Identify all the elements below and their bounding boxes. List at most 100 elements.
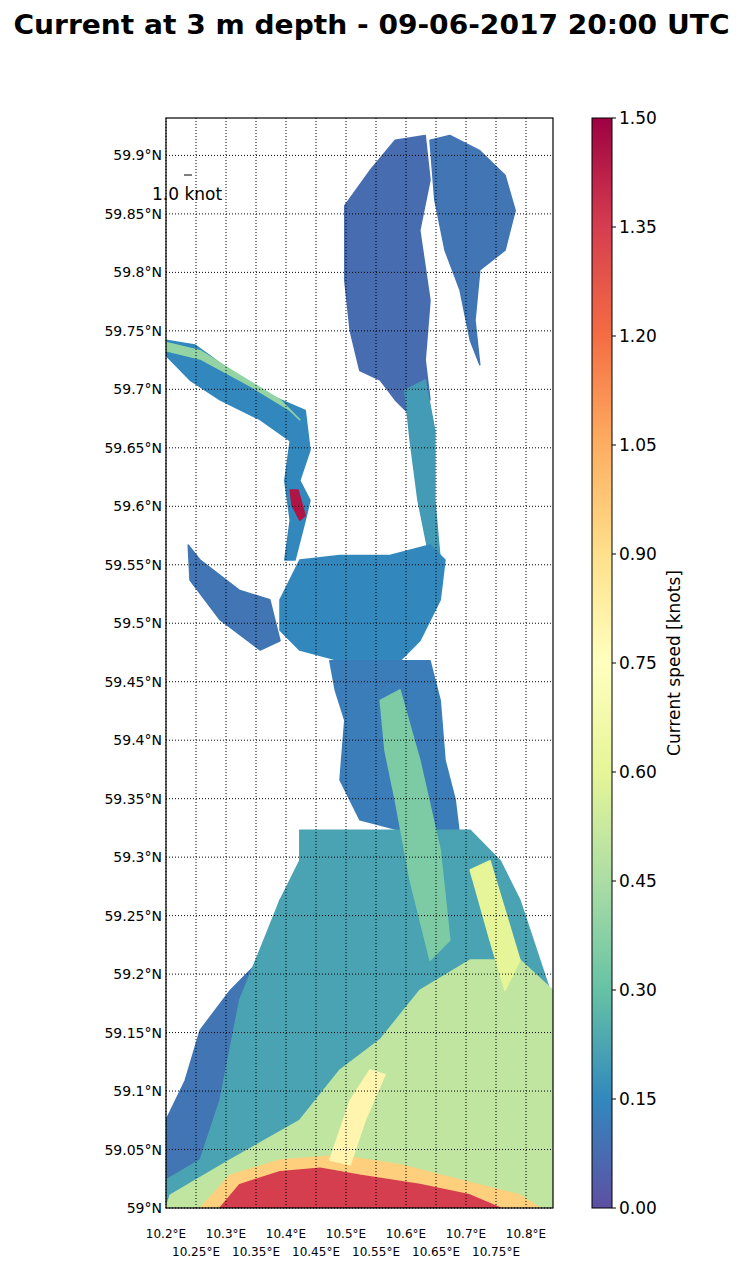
y-tick-label: 59.8°N	[113, 264, 162, 280]
speed-region	[220, 1168, 500, 1208]
x-tick-label: 10.35°E	[232, 1245, 280, 1259]
colorbar-tick-label: 1.35	[619, 217, 657, 237]
grid-line	[166, 389, 553, 390]
y-tick-label: 59.6°N	[113, 498, 162, 514]
x-tick-label: 10.7°E	[446, 1227, 486, 1241]
y-tick-label: 59.35°N	[104, 791, 162, 807]
colorbar-tick	[612, 336, 616, 337]
speed-region	[290, 490, 305, 520]
speed-region	[166, 343, 300, 420]
y-tick-label: 59.3°N	[113, 849, 162, 865]
y-tick-label: 59°N	[127, 1200, 162, 1216]
grid-line	[166, 798, 553, 799]
colorbar-tick	[612, 1208, 616, 1209]
colorbar-tick-label: 1.05	[619, 435, 657, 455]
y-tick-label: 59.05°N	[104, 1142, 162, 1158]
colorbar-tick	[612, 772, 616, 773]
colorbar-tick-label: 1.20	[619, 326, 657, 346]
speed-region	[470, 861, 520, 991]
y-tick-label: 59.45°N	[104, 674, 162, 690]
grid-line	[496, 118, 497, 1208]
y-tick-label: 59.25°N	[104, 908, 162, 924]
map-figure: Current at 3 m depth - 09-06-2017 20:00 …	[0, 0, 743, 1266]
colorbar-tick	[612, 445, 616, 446]
speed-region	[166, 960, 553, 1208]
grid-line	[166, 1149, 553, 1150]
speed-region	[330, 1070, 385, 1165]
grid-line	[166, 213, 553, 214]
grid-line	[166, 974, 553, 975]
grid-line	[346, 118, 347, 1208]
y-tick-label: 59.55°N	[104, 557, 162, 573]
colorbar-tick-label: 0.75	[619, 653, 657, 673]
colorbar-tick	[612, 881, 616, 882]
grid-line	[286, 118, 287, 1208]
colorbar-tick-label: 0.45	[619, 871, 657, 891]
grid-line	[166, 155, 553, 156]
x-tick-label: 10.4°E	[266, 1227, 306, 1241]
y-tick-label: 59.9°N	[113, 147, 162, 163]
title: Current at 3 m depth - 09-06-2017 20:00 …	[14, 10, 730, 40]
x-tick-label: 10.2°E	[146, 1227, 186, 1241]
grid-line	[406, 118, 407, 1208]
grid-line	[166, 740, 553, 741]
colorbar-tick	[612, 663, 616, 664]
y-tick-label: 59.2°N	[113, 966, 162, 982]
colorbar-tick	[612, 1099, 616, 1100]
speed-region	[188, 545, 280, 650]
grid-line	[166, 564, 553, 565]
grid-line	[196, 118, 197, 1208]
y-tick-label: 59.7°N	[113, 381, 162, 397]
grid-line	[166, 330, 553, 331]
colorbar-tick-label: 0.15	[619, 1089, 657, 1109]
speed-region	[405, 380, 440, 560]
colorbar-tick-label: 0.90	[619, 544, 657, 564]
y-tick-label: 59.5°N	[113, 615, 162, 631]
grid-line	[376, 118, 377, 1208]
grid-line	[166, 272, 553, 273]
grid	[166, 118, 553, 1208]
speed-region	[345, 136, 430, 420]
quiver-key-label: 1.0 knot	[152, 184, 222, 204]
x-tick-label: 10.65°E	[412, 1245, 460, 1259]
y-tick-label: 59.1°N	[113, 1083, 162, 1099]
colorbar-tick-label: 0.60	[619, 762, 657, 782]
grid-line	[166, 857, 553, 858]
x-tick-label: 10.55°E	[352, 1245, 400, 1259]
y-tick-label: 59.65°N	[104, 440, 162, 456]
colorbar	[592, 118, 612, 1208]
grid-line	[526, 118, 527, 1208]
colorbar-label: Current speed [knots]	[664, 570, 684, 756]
x-tick-label: 10.25°E	[172, 1245, 220, 1259]
x-tick-label: 10.75°E	[472, 1245, 520, 1259]
x-tick-label: 10.45°E	[292, 1245, 340, 1259]
x-tick-label: 10.8°E	[506, 1227, 546, 1241]
grid-line	[256, 118, 257, 1208]
grid-line	[436, 118, 437, 1208]
y-tick-label: 59.15°N	[104, 1025, 162, 1041]
grid-line	[166, 623, 553, 624]
plot-frame	[166, 118, 553, 1208]
colorbar-tick	[612, 227, 616, 228]
quiver-key-arrow	[184, 175, 192, 176]
grid-line	[466, 118, 467, 1208]
colorbar-tick-label: 0.00	[619, 1198, 657, 1218]
grid-line	[166, 681, 553, 682]
current-field	[166, 136, 553, 1209]
grid-line	[166, 447, 553, 448]
x-tick-label: 10.3°E	[206, 1227, 246, 1241]
grid-line	[166, 915, 553, 916]
speed-region	[166, 340, 310, 560]
colorbar-tick	[612, 554, 616, 555]
speed-region	[380, 690, 450, 960]
grid-line	[316, 118, 317, 1208]
grid-line	[226, 118, 227, 1208]
colorbar-tick	[612, 990, 616, 991]
speed-region	[200, 1155, 540, 1208]
y-tick-label: 59.75°N	[104, 323, 162, 339]
x-tick-label: 10.5°E	[326, 1227, 366, 1241]
grid-line	[166, 1032, 553, 1033]
y-tick-label: 59.85°N	[104, 206, 162, 222]
grid-line	[166, 1091, 553, 1092]
x-tick-label: 10.6°E	[386, 1227, 426, 1241]
